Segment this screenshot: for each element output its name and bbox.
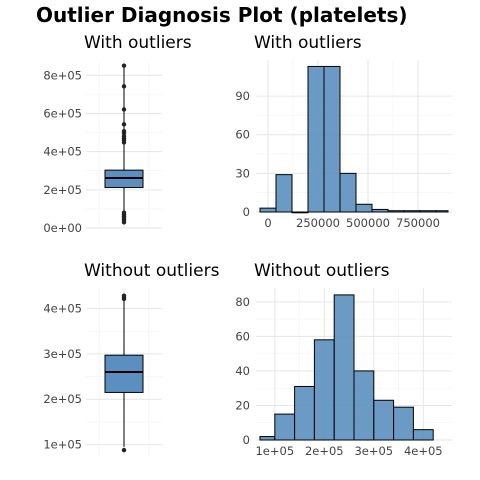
histogram-bar <box>371 208 389 213</box>
x-tick-label: 750000 <box>396 216 440 230</box>
histogram-bar <box>259 436 276 441</box>
outlier-point <box>121 63 127 68</box>
panel-box-with: With outliers 0e+00 2e+05 4e+05 6e+05 8e+05 <box>43 33 191 235</box>
histogram-bar <box>307 65 325 213</box>
histogram-bar <box>274 413 296 441</box>
panel-title-box-with: With outliers <box>84 33 192 53</box>
histogram-bar <box>313 339 335 441</box>
outlier-point <box>121 220 127 225</box>
y-tick-label: 3e+05 <box>43 347 82 361</box>
outlier-point <box>121 293 127 298</box>
box-iqr <box>104 354 144 393</box>
histogram-bar <box>323 65 341 213</box>
y-tick-label: 8e+05 <box>43 68 82 82</box>
histogram-bar <box>333 294 355 441</box>
histogram-bar <box>275 174 293 213</box>
histogram-bar <box>435 210 449 213</box>
histogram-bar <box>339 172 357 213</box>
y-tick-label: 0e+00 <box>43 221 82 235</box>
y-tick-label: 0 <box>243 205 250 219</box>
y-tick-label: 30 <box>235 166 250 180</box>
histogram-bar <box>412 429 434 441</box>
y-tick-label: 2e+05 <box>43 392 82 406</box>
panel-hist-without: Without outliers 1e+05 2e+05 3e+05 4e+05 0 20 4… <box>235 261 452 458</box>
figure-title: Outlier Diagnosis Plot (platelets) <box>36 3 408 27</box>
panel-title-hist-with: With outliers <box>254 33 362 53</box>
y-tick-label: 40 <box>235 364 250 378</box>
x-tick-label: 1e+05 <box>255 444 294 458</box>
outlier-point <box>121 107 127 112</box>
y-tick-label: 4e+05 <box>43 145 82 159</box>
x-tick-label: 0 <box>264 216 271 230</box>
y-tick-label: 4e+05 <box>43 301 82 315</box>
histogram-bar <box>403 210 421 213</box>
outlier-point <box>121 122 127 127</box>
y-tick-label: 60 <box>235 329 250 343</box>
histogram-bar <box>419 210 437 213</box>
x-tick-label: 4e+05 <box>404 444 443 458</box>
x-tick-label: 2e+05 <box>305 444 344 458</box>
histogram-bar <box>291 211 309 214</box>
outlier-point <box>121 140 127 145</box>
panel-title-hist-without: Without outliers <box>254 261 390 281</box>
x-tick-label: 250000 <box>296 216 340 230</box>
histogram-bar <box>259 207 277 213</box>
histogram-bar <box>393 406 414 441</box>
y-tick-label: 2e+05 <box>43 183 82 197</box>
outlier-point <box>121 84 127 89</box>
panel-box-without: Without outliers 1e+05 2e+05 3e+05 4e+05 <box>43 261 220 456</box>
x-tick-label: 500000 <box>346 216 390 230</box>
panel-hist-with: With outliers 0 250000 500000 750000 0 30 60 90 <box>235 33 452 230</box>
y-tick-label: 90 <box>235 89 250 103</box>
histogram-bar <box>373 399 395 441</box>
outlier-point <box>121 130 127 136</box>
y-tick-label: 6e+05 <box>43 106 82 120</box>
panel-title-box-without: Without outliers <box>84 261 220 281</box>
histogram-bar <box>355 203 373 213</box>
x-tick-label: 3e+05 <box>354 444 393 458</box>
y-tick-label: 80 <box>235 295 250 309</box>
y-tick-label: 0 <box>243 433 250 447</box>
histogram-bar <box>353 370 375 441</box>
chart-panels: With outliers0e+002e+054e+056e+058e+05Wi… <box>43 33 452 458</box>
histogram-bar <box>294 385 315 441</box>
y-tick-label: 1e+05 <box>43 438 82 452</box>
y-tick-label: 20 <box>235 398 250 412</box>
histogram-bar <box>387 210 405 213</box>
outlier-point <box>121 447 127 453</box>
y-tick-label: 60 <box>235 128 250 142</box>
